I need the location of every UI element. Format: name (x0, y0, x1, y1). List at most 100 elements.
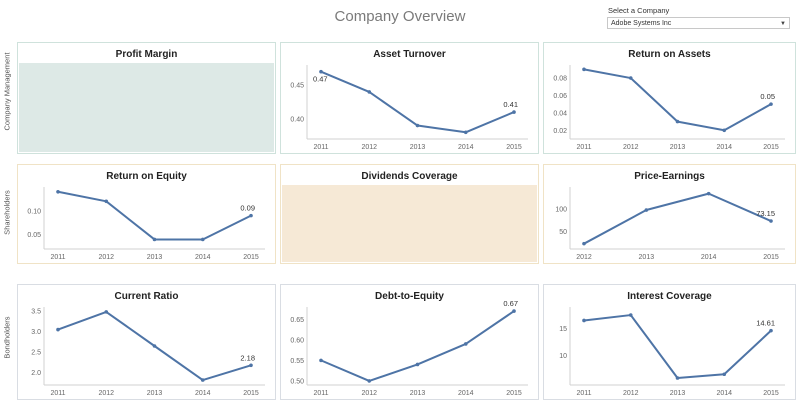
series-line (320, 310, 515, 382)
data-point (769, 219, 773, 223)
x-tick-label: 2015 (243, 390, 259, 397)
company-select[interactable]: Adobe Systems Inc ▼ (607, 17, 790, 29)
y-tick-label: 0.04 (553, 110, 567, 117)
data-point (769, 102, 773, 106)
panel-title: Dividends Coverage (361, 171, 458, 182)
x-tick-label: 2011 (313, 390, 328, 397)
data-point (200, 378, 205, 382)
data-point (582, 318, 586, 323)
y-tick-label: 15 (559, 326, 567, 333)
data-point (249, 363, 253, 368)
x-tick-label: 2011 (313, 144, 328, 151)
data-point (152, 237, 157, 242)
data-point (200, 237, 205, 242)
panel-profit-margin: Profit Margin (17, 42, 276, 154)
company-select-value: Adobe Systems Inc (611, 20, 672, 27)
data-label: 14.61 (756, 319, 775, 328)
x-tick-label: 2012 (98, 390, 114, 397)
data-label: 0.67 (503, 299, 518, 308)
panel-title: Interest Coverage (627, 291, 712, 302)
y-tick-label: 0.45 (290, 83, 304, 90)
data-label: 2.18 (240, 353, 255, 362)
x-tick-label: 2012 (361, 390, 377, 397)
row-label-bondholders: Bondholders (2, 316, 12, 359)
x-tick-label: 2012 (576, 254, 592, 261)
x-tick-label: 2013 (639, 254, 655, 261)
chevron-down-icon: ▼ (780, 21, 786, 27)
data-point (152, 344, 157, 348)
x-tick-label: 2015 (243, 254, 259, 261)
y-tick-label: 3.0 (31, 329, 41, 336)
y-tick-label: 0.60 (290, 337, 304, 344)
data-label: 0.41 (503, 100, 518, 109)
y-tick-label: 0.05 (27, 232, 41, 239)
line-chart: 2.0 2.5 3.0 3.5 2011 2012 2013 2014 2015 2.18 (31, 307, 265, 397)
y-tick-label: 100 (555, 207, 567, 214)
y-tick-label: 0.50 (290, 378, 304, 385)
y-tick-label: 0.02 (553, 128, 567, 135)
dashboard-title: Company Overview (334, 8, 466, 25)
empty-chart-area (19, 63, 274, 152)
x-tick-label: 2012 (623, 390, 639, 397)
data-point (415, 123, 420, 128)
panel-asset-turnover: Asset Turnover 0.40 0.45 2011 2012 2013 2014 2… (280, 42, 539, 154)
x-tick-label: 2011 (576, 144, 591, 151)
panel-title: Price-Earnings (634, 171, 705, 182)
data-point (769, 328, 773, 333)
x-tick-label: 2011 (50, 390, 65, 397)
line-chart: 10 15 2011 2012 2013 2014 2015 14.61 (559, 307, 785, 397)
x-tick-label: 2014 (195, 254, 211, 261)
data-point (249, 213, 253, 218)
panel-current-ratio: Current Ratio 2.0 2.5 3.0 3.5 2011 2012 2013 20… (17, 284, 276, 400)
x-tick-label: 2012 (361, 144, 377, 151)
empty-chart-area (282, 185, 537, 262)
x-tick-label: 2013 (670, 144, 686, 151)
x-tick-label: 2014 (716, 144, 732, 151)
data-point (628, 76, 633, 80)
x-tick-label: 2014 (701, 254, 717, 261)
data-point (722, 128, 727, 133)
x-tick-label: 2013 (410, 144, 426, 151)
panel-price-earnings: Price-Earnings 50 100 2012 2013 2014 2015 73.1… (543, 164, 796, 264)
x-tick-label: 2015 (506, 390, 522, 397)
line-chart: 0.05 0.10 2011 2012 2013 2014 2015 0.09 (27, 187, 265, 261)
x-tick-label: 2011 (576, 390, 591, 397)
panel-title: Asset Turnover (373, 49, 446, 60)
x-tick-label: 2012 (98, 254, 114, 261)
panel-debt-to-equity: Debt-to-Equity 0.50 0.55 0.60 0.65 2011 2012 2… (280, 284, 539, 400)
x-tick-label: 2013 (147, 254, 163, 261)
panel-title: Debt-to-Equity (375, 291, 444, 302)
y-tick-label: 0.08 (553, 76, 567, 83)
y-tick-label: 2.0 (31, 370, 41, 377)
line-chart: 50 100 2012 2013 2014 2015 73.15 (555, 187, 785, 261)
data-point (582, 67, 586, 72)
data-label: 0.09 (240, 204, 255, 213)
y-tick-label: 3.5 (31, 309, 41, 316)
y-tick-label: 10 (559, 353, 567, 360)
data-point (319, 358, 323, 363)
x-tick-label: 2014 (716, 390, 732, 397)
x-tick-label: 2014 (458, 144, 474, 151)
panel-dividends-coverage: Dividends Coverage (280, 164, 539, 264)
x-tick-label: 2015 (506, 144, 522, 151)
x-tick-label: 2013 (410, 390, 426, 397)
line-chart: 0.40 0.45 2011 2012 2013 2014 2015 0.47 0.41 (290, 65, 528, 151)
x-tick-label: 2012 (623, 144, 639, 151)
data-point (463, 342, 468, 346)
y-tick-label: 0.06 (553, 93, 567, 100)
data-point (582, 241, 586, 246)
panel-title: Return on Assets (628, 49, 711, 60)
data-point (319, 69, 323, 74)
data-point (415, 362, 420, 367)
data-point (675, 119, 680, 124)
data-point (56, 189, 60, 194)
series-line (583, 314, 772, 380)
row-label-company-management: Company Management (2, 52, 12, 131)
data-point (722, 372, 727, 377)
panel-interest-coverage: Interest Coverage 10 15 2011 2012 2013 2014 20… (543, 284, 796, 400)
x-tick-label: 2014 (195, 390, 211, 397)
panel-title: Return on Equity (106, 171, 187, 182)
data-point (512, 309, 516, 313)
data-label: 0.47 (313, 75, 328, 84)
data-point (367, 90, 372, 94)
